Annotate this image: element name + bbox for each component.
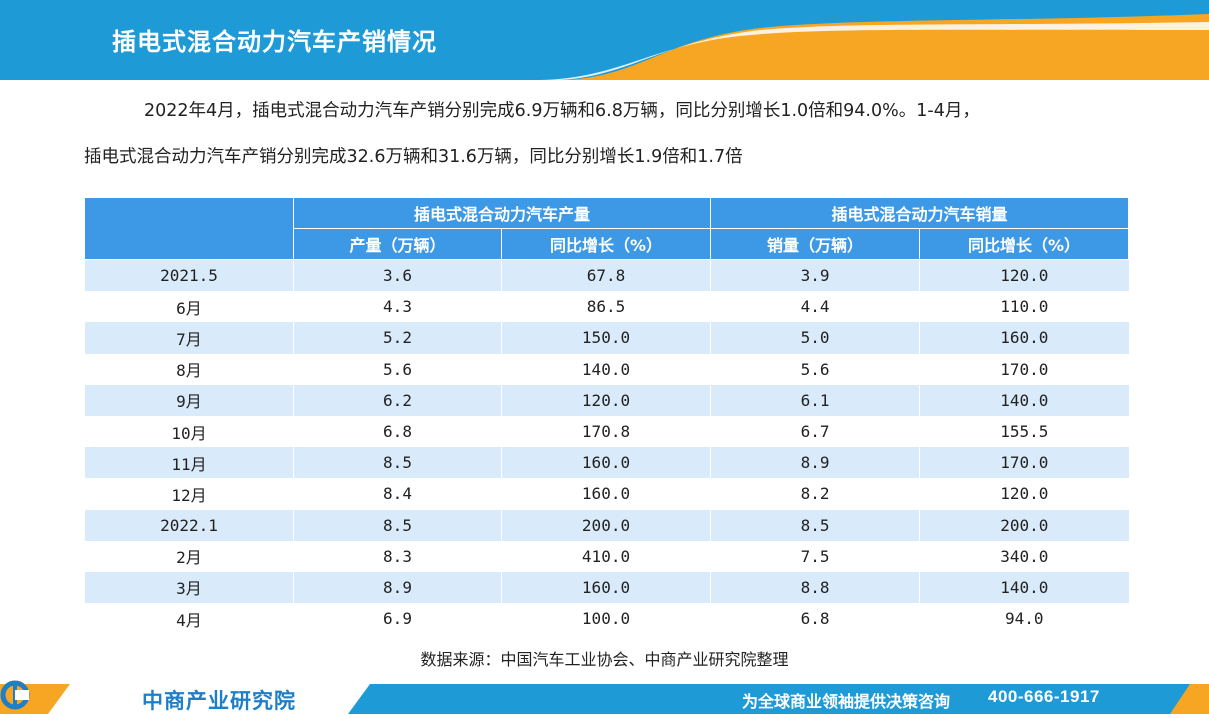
header-production-yoy: 同比增长（%） xyxy=(500,228,712,260)
sales-value: 7.5 xyxy=(710,540,920,572)
row-label: 11月 xyxy=(84,447,294,479)
row-label: 6月 xyxy=(84,291,294,323)
row-label: 9月 xyxy=(84,384,294,416)
sales-value: 6.1 xyxy=(710,384,920,416)
production-yoy: 140.0 xyxy=(500,353,711,385)
row-label: 7月 xyxy=(84,322,294,354)
sales-yoy: 340.0 xyxy=(919,540,1129,572)
sales-value: 6.7 xyxy=(710,415,920,448)
production-value: 8.5 xyxy=(293,447,502,479)
header-sales-volume: 销量（万辆） xyxy=(710,228,921,260)
table-sub-header-row: 产量（万辆） 同比增长（%） 销量（万辆） 同比增长（%） xyxy=(85,228,1130,260)
row-label: 3月 xyxy=(84,571,294,604)
production-value: 4.3 xyxy=(293,291,502,323)
row-label: 2021.5 xyxy=(84,259,294,292)
table-row: 2月 8.3 410.0 7.5 340.0 xyxy=(84,540,1129,572)
sales-yoy: 140.0 xyxy=(919,571,1129,604)
production-value: 3.6 xyxy=(293,259,502,292)
footer-phone: 400-666-1917 xyxy=(988,687,1100,706)
row-label: 8月 xyxy=(84,353,294,385)
company-logo-icon xyxy=(0,680,30,710)
header-production-group: 插电式混合动力汽车产量 xyxy=(292,197,712,229)
production-yoy: 170.8 xyxy=(500,415,711,448)
sales-value: 3.9 xyxy=(710,259,920,292)
sales-value: 4.4 xyxy=(710,291,920,323)
sales-yoy: 200.0 xyxy=(919,509,1129,541)
table-group-header-row: 插电式混合动力汽车产量 插电式混合动力汽车销量 xyxy=(84,197,1130,260)
production-value: 5.6 xyxy=(293,353,502,385)
production-yoy: 410.0 xyxy=(500,540,711,572)
sales-yoy: 170.0 xyxy=(919,353,1129,385)
production-yoy: 120.0 xyxy=(500,384,711,416)
production-value: 6.9 xyxy=(293,603,502,635)
header-sales-yoy: 同比增长（%） xyxy=(919,228,1130,260)
table-row: 10月 6.8 170.8 6.7 155.5 xyxy=(84,415,1129,448)
sales-value: 8.2 xyxy=(710,478,920,510)
header-corner-cell xyxy=(84,197,294,260)
production-value: 8.3 xyxy=(293,540,502,572)
production-value: 6.2 xyxy=(293,384,502,416)
production-yoy: 160.0 xyxy=(500,571,711,604)
table-row: 2022.1 8.5 200.0 8.5 200.0 xyxy=(84,509,1129,541)
header-sales-group: 插电式混合动力汽车销量 xyxy=(710,197,1130,229)
row-label: 2022.1 xyxy=(84,509,294,541)
header-production-volume: 产量（万辆） xyxy=(293,228,502,260)
footer-slogan: 为全球商业领袖提供决策咨询 xyxy=(742,692,951,711)
table-row: 6月 4.3 86.5 4.4 110.0 xyxy=(84,291,1129,323)
intro-line-2: 插电式混合动力汽车产销分别完成32.6万辆和31.6万辆，同比分别增长1.9倍和… xyxy=(84,147,743,167)
intro-line-1: 2022年4月，插电式混合动力汽车产销分别完成6.9万辆和6.8万辆，同比分别增… xyxy=(144,101,980,121)
table-row: 3月 8.9 160.0 8.8 140.0 xyxy=(84,571,1129,604)
table-row: 11月 8.5 160.0 8.9 170.0 xyxy=(84,447,1129,479)
sales-value: 5.6 xyxy=(710,353,920,385)
data-source-note: 数据来源：中国汽车工业协会、中商产业研究院整理 xyxy=(420,650,789,669)
production-yoy: 160.0 xyxy=(500,447,711,479)
company-logo-text: 中商产业研究院 xyxy=(142,689,296,713)
sales-yoy: 160.0 xyxy=(919,322,1129,354)
sales-yoy: 170.0 xyxy=(919,447,1129,479)
production-yoy: 150.0 xyxy=(500,322,711,354)
row-label: 12月 xyxy=(84,478,294,510)
row-label: 10月 xyxy=(84,415,294,448)
production-yoy: 160.0 xyxy=(500,478,711,510)
table-row: 2021.5 3.6 67.8 3.9 120.0 xyxy=(84,259,1129,292)
production-value: 8.5 xyxy=(293,509,502,541)
table-row: 12月 8.4 160.0 8.2 120.0 xyxy=(84,478,1129,510)
sales-yoy: 155.5 xyxy=(919,415,1129,448)
sales-yoy: 120.0 xyxy=(919,259,1129,292)
production-value: 8.4 xyxy=(293,478,502,510)
production-yoy: 100.0 xyxy=(500,603,711,635)
row-label: 4月 xyxy=(84,603,294,635)
production-yoy: 86.5 xyxy=(500,291,711,323)
table-row: 9月 6.2 120.0 6.1 140.0 xyxy=(84,384,1129,416)
production-sales-table: 插电式混合动力汽车产量 插电式混合动力汽车销量 产量（万辆） 同比增长（%） 销… xyxy=(84,197,1130,635)
footer-band: 中商产业研究院 为全球商业领袖提供决策咨询 400-666-1917 xyxy=(0,680,1209,718)
intro-paragraph: 2022年4月，插电式混合动力汽车产销分别完成6.9万辆和6.8万辆，同比分别增… xyxy=(84,88,1134,180)
sales-value: 8.9 xyxy=(710,447,920,479)
sales-value: 8.8 xyxy=(710,571,920,604)
sales-value: 6.8 xyxy=(710,603,920,635)
page-title: 插电式混合动力汽车产销情况 xyxy=(112,28,437,56)
table-row: 7月 5.2 150.0 5.0 160.0 xyxy=(84,322,1129,354)
row-label: 2月 xyxy=(84,540,294,572)
sales-yoy: 94.0 xyxy=(919,603,1129,635)
production-value: 8.9 xyxy=(293,571,502,604)
sales-value: 8.5 xyxy=(710,509,920,541)
production-value: 6.8 xyxy=(293,415,502,448)
header-band: 插电式混合动力汽车产销情况 xyxy=(0,0,1209,80)
table-row: 4月 6.9 100.0 6.8 94.0 xyxy=(84,603,1129,635)
sales-yoy: 120.0 xyxy=(919,478,1129,510)
production-yoy: 200.0 xyxy=(500,509,711,541)
sales-yoy: 110.0 xyxy=(919,291,1129,323)
header-swoosh xyxy=(0,0,1209,80)
sales-yoy: 140.0 xyxy=(919,384,1129,416)
table-row: 8月 5.6 140.0 5.6 170.0 xyxy=(84,353,1129,385)
production-value: 5.2 xyxy=(293,322,502,354)
production-yoy: 67.8 xyxy=(500,259,711,292)
footer-background xyxy=(0,684,1209,714)
sales-value: 5.0 xyxy=(710,322,920,354)
